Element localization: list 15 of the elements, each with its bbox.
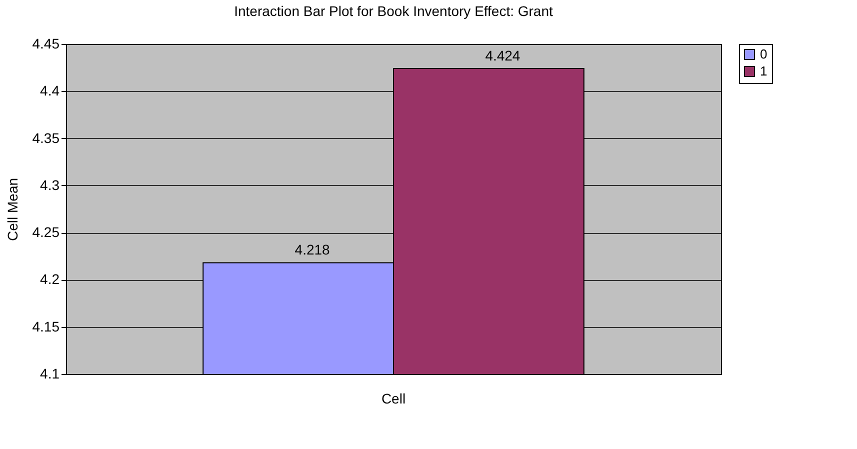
x-tick-label: Cell — [381, 390, 406, 406]
y-tick-label: 4.1 — [40, 366, 60, 382]
y-tick-label: 4.25 — [32, 224, 60, 240]
y-tick-label: 4.15 — [32, 318, 60, 334]
chart-title: Interaction Bar Plot for Book Inventory Effect: Grant — [234, 3, 553, 19]
y-tick-label: 4.35 — [32, 130, 60, 146]
data-label: 4.218 — [294, 242, 330, 258]
y-tick-label: 4.45 — [32, 36, 60, 52]
y-axis-title: Cell Mean — [4, 178, 20, 242]
y-tick-label: 4.4 — [40, 82, 60, 99]
y-tick-label: 4.3 — [40, 176, 60, 193]
data-label: 4.424 — [485, 48, 520, 64]
y-tick-label: 4.2 — [40, 271, 60, 288]
legend-label: 0 — [760, 46, 768, 62]
legend-label: 1 — [760, 64, 768, 78]
